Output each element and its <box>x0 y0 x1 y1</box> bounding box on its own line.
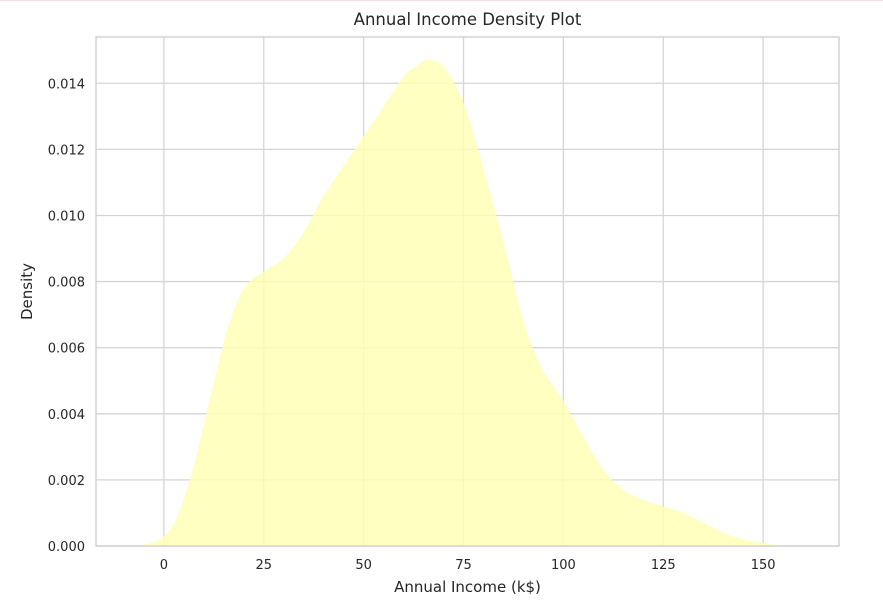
x-tick-label: 25 <box>256 558 273 573</box>
x-tick-label: 100 <box>551 558 576 573</box>
y-tick-label: 0.002 <box>48 474 85 489</box>
x-tick-label: 75 <box>455 558 472 573</box>
x-tick-labels: 0 25 50 75 100 125 150 <box>160 558 776 573</box>
y-tick-labels: 0.000 0.002 0.004 0.006 0.008 0.010 0.012 0.014 <box>48 77 85 555</box>
x-tick-label: 50 <box>355 558 372 573</box>
density-area <box>135 60 784 546</box>
chart-title: Annual Income Density Plot <box>354 10 582 29</box>
plot-frame <box>95 36 840 547</box>
x-axis-label: Annual Income (k$) <box>394 578 541 596</box>
y-tick-label: 0.012 <box>48 143 85 158</box>
y-tick-label: 0.006 <box>48 342 85 357</box>
y-tick-label: 0.014 <box>48 77 85 92</box>
y-axis-label: Density <box>18 263 36 320</box>
y-tick-label: 0.008 <box>48 276 85 291</box>
y-tick-label: 0.004 <box>48 408 85 423</box>
y-tick-label: 0.000 <box>48 540 85 555</box>
top-border <box>0 0 883 1</box>
x-tick-label: 0 <box>160 558 168 573</box>
x-tick-label: 125 <box>651 558 676 573</box>
y-tick-label: 0.010 <box>48 209 85 224</box>
x-tick-label: 150 <box>751 558 776 573</box>
